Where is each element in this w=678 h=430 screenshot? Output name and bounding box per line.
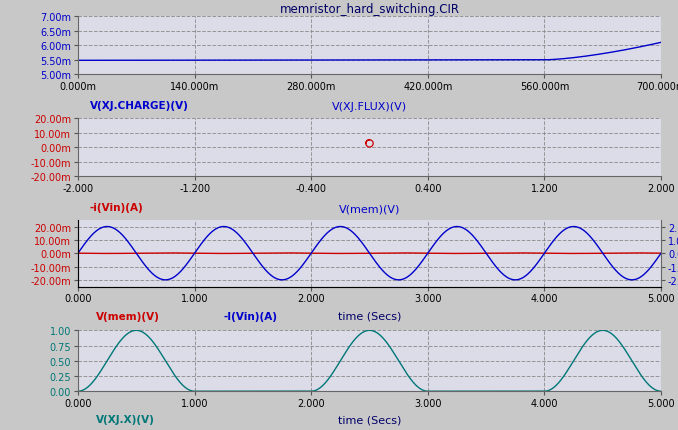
Text: V(mem)(V): V(mem)(V) bbox=[96, 311, 159, 321]
Text: time (Secs): time (Secs) bbox=[338, 311, 401, 321]
Text: -i(Vin)(A): -i(Vin)(A) bbox=[89, 202, 143, 212]
Text: -I(Vin)(A): -I(Vin)(A) bbox=[224, 311, 278, 321]
Text: V(XJ.CHARGE)(V): V(XJ.CHARGE)(V) bbox=[89, 101, 188, 111]
Text: time (Secs): time (Secs) bbox=[338, 415, 401, 424]
Title: memristor_hard_switching.CIR: memristor_hard_switching.CIR bbox=[279, 3, 460, 16]
Text: V(XJ.FLUX)(V): V(XJ.FLUX)(V) bbox=[332, 102, 407, 112]
Text: V(XJ.X)(V): V(XJ.X)(V) bbox=[96, 415, 155, 424]
Text: V(mem)(V): V(mem)(V) bbox=[339, 204, 400, 214]
